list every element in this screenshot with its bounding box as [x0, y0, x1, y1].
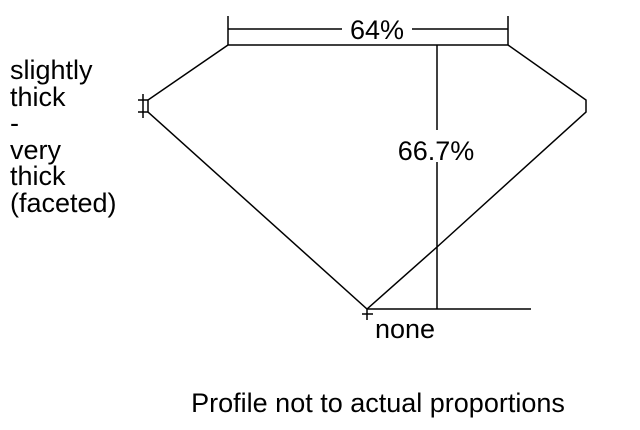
girdle-label-line: thick	[10, 161, 66, 191]
girdle-label-line: (faceted)	[10, 187, 117, 218]
culet-label: none	[375, 314, 435, 344]
girdle-label-line: -	[10, 108, 19, 138]
girdle-label-line: slightly	[10, 55, 93, 85]
caption: Profile not to actual proportions	[191, 388, 565, 418]
girdle-label-line: thick	[10, 81, 66, 112]
gem-outline	[147, 44, 587, 311]
girdle-label-line: very	[10, 134, 62, 165]
table-percentage: 64%	[350, 15, 404, 45]
girdle-thickness-label: slightly thick - very thick (faceted)	[10, 57, 117, 216]
total-depth-percentage: 66.7%	[398, 136, 475, 166]
